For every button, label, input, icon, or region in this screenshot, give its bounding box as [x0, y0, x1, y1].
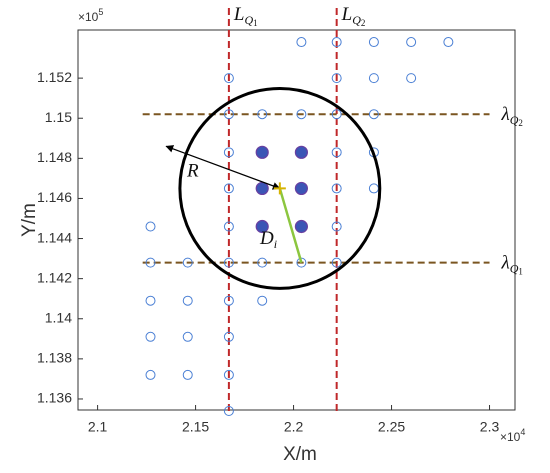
point [257, 109, 268, 120]
point [223, 295, 234, 306]
label-main: L [233, 4, 245, 25]
y-tick-label: 1.144 [37, 229, 72, 245]
x-tick-label: 2.25 [378, 419, 405, 435]
x-exponent: ×104 [500, 427, 525, 444]
point [294, 219, 308, 234]
point [255, 145, 269, 159]
y-tick-label: 1.136 [37, 390, 72, 406]
point [182, 295, 193, 306]
point [182, 331, 193, 342]
annotation: λQ1 [501, 253, 523, 277]
label-sub: Q [244, 13, 253, 27]
point [255, 219, 269, 234]
point [296, 257, 307, 268]
label-main: D [259, 228, 274, 249]
point [255, 181, 269, 196]
label-subsub: 1 [518, 267, 523, 277]
label-subsub: 2 [518, 118, 523, 128]
y-tick-label: 1.14 [45, 309, 72, 325]
distance-line [278, 188, 303, 263]
point [182, 257, 193, 268]
point [368, 109, 379, 120]
point [294, 145, 308, 159]
point [145, 369, 156, 380]
point [257, 257, 268, 268]
point [331, 37, 342, 48]
point [331, 257, 342, 268]
x-tick-label: 2.15 [182, 419, 209, 435]
y-tick-label: 1.142 [37, 269, 72, 285]
x-tick-label: 2.2 [284, 419, 304, 435]
label-main: L [341, 4, 353, 25]
label-subsub: 1 [253, 18, 258, 28]
point [406, 73, 417, 84]
point [331, 109, 342, 120]
point [294, 181, 308, 196]
point [331, 73, 342, 84]
point [331, 147, 342, 158]
point [182, 369, 193, 380]
x-tick-label: 2.3 [480, 419, 500, 435]
point [223, 221, 234, 232]
point [296, 37, 307, 48]
label-main: λ [501, 253, 510, 274]
point [443, 37, 454, 48]
exp-base: ×10 [500, 430, 521, 444]
point [223, 331, 234, 342]
point [406, 37, 417, 48]
point [368, 183, 379, 194]
label-sub: Q [510, 261, 519, 275]
point [145, 221, 156, 232]
point [145, 257, 156, 268]
label-sub: i [274, 237, 277, 251]
y-axis-label: Y/m [19, 203, 40, 237]
exp-power: 4 [520, 427, 525, 437]
point [331, 183, 342, 194]
y-tick-label: 1.152 [37, 69, 72, 85]
annotation: R [186, 160, 199, 181]
point [223, 73, 234, 84]
annotation: Di [259, 228, 277, 250]
exp-base: ×10 [78, 10, 99, 24]
x-axis-label: X/m [283, 444, 317, 465]
point [368, 73, 379, 84]
y-tick-label: 1.15 [45, 109, 72, 125]
point [331, 221, 342, 232]
label-main: λ [501, 105, 510, 126]
point [257, 295, 268, 306]
point [145, 331, 156, 342]
y-tick-label: 1.146 [37, 189, 72, 205]
plot-frame [77, 29, 516, 411]
annotation: λQ2 [501, 105, 523, 129]
point [145, 295, 156, 306]
point [223, 406, 234, 417]
point [223, 369, 234, 380]
point [368, 37, 379, 48]
y-tick-label: 1.138 [37, 350, 72, 366]
label-sub: Q [352, 13, 361, 27]
radius-arrow [165, 145, 281, 190]
x-tick-label: 2.1 [88, 419, 108, 435]
label-subsub: 2 [361, 18, 366, 28]
exp-power: 5 [98, 7, 103, 17]
y-tick-label: 1.148 [37, 149, 72, 165]
point [223, 109, 234, 120]
y-exponent: ×105 [78, 7, 103, 24]
label-sub: Q [510, 113, 519, 127]
point [223, 257, 234, 268]
point [296, 109, 307, 120]
annotation: LQ1 [233, 4, 258, 28]
center-cross [273, 182, 286, 195]
annotation: LQ2 [341, 4, 366, 28]
